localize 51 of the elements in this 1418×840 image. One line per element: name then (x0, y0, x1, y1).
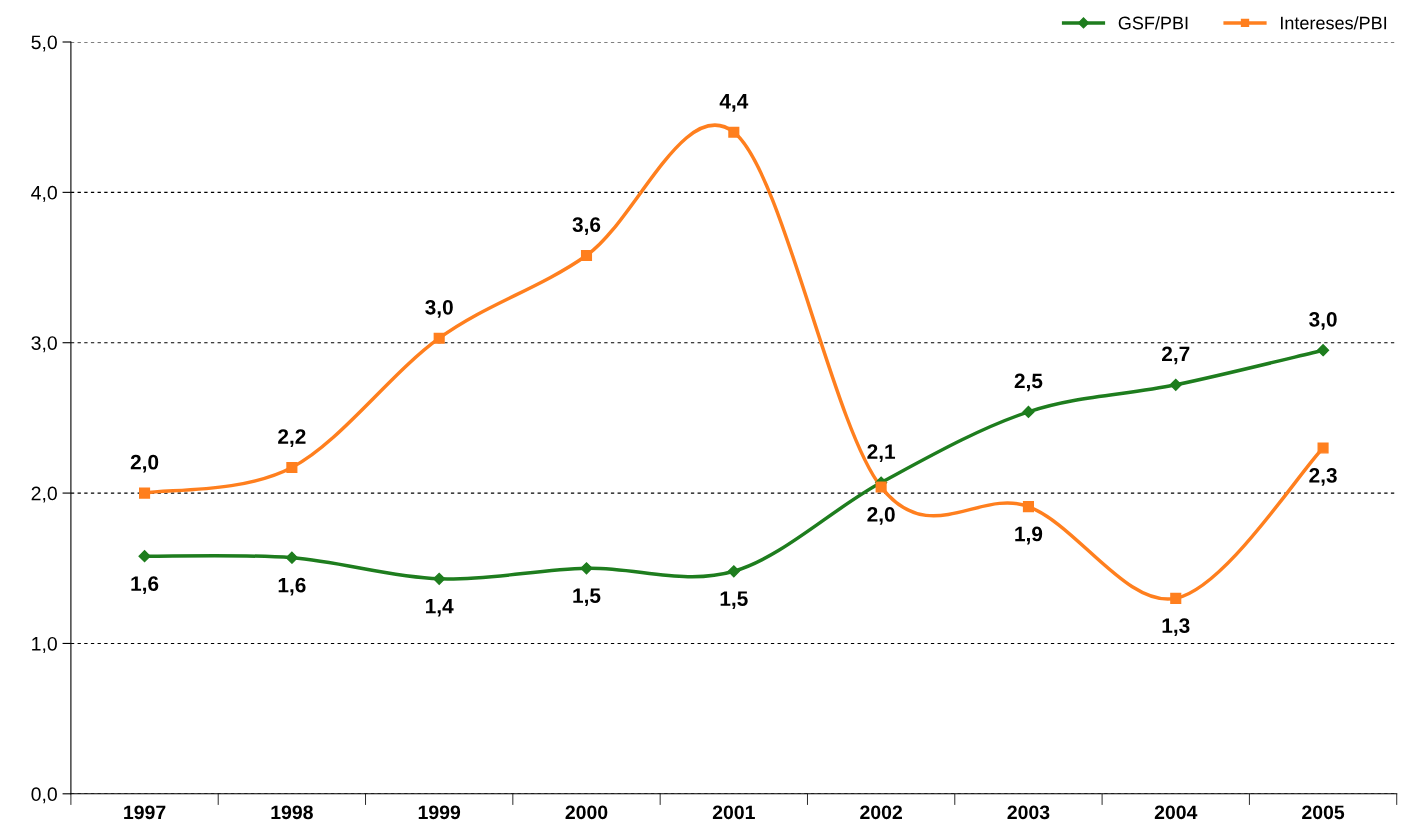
data-label: 1,9 (1015, 526, 1043, 545)
data-label: 4,4 (719, 94, 749, 112)
data-label: 1,3 (1162, 618, 1190, 637)
point (1316, 344, 1330, 357)
data-label: 3,0 (425, 299, 453, 318)
point (580, 249, 593, 262)
data-label: 1,5 (573, 588, 601, 607)
legend-label: GSF/PBI (1118, 16, 1188, 30)
x-tick-label: 2002 (860, 805, 902, 820)
point (433, 572, 446, 585)
y-tick-label: 1,0 (32, 636, 57, 653)
data-label: 2,0 (867, 507, 895, 525)
point (1317, 442, 1329, 454)
data-label: 3,6 (572, 217, 601, 235)
y-tick-label: 2,0 (31, 486, 57, 503)
x-tick-label: 2004 (1154, 805, 1198, 820)
data-label: 2,2 (278, 429, 306, 447)
point (433, 332, 445, 344)
legend-label: Intereses/PBI (1280, 16, 1387, 30)
y-tick-label: 3,0 (31, 336, 57, 353)
point (580, 562, 593, 575)
data-label: 1,4 (426, 598, 454, 617)
y-tick-label: 5,0 (31, 35, 57, 52)
data-label: 2,3 (1309, 467, 1337, 486)
data-label: 1,5 (720, 591, 748, 610)
x-tick-label: 1997 (124, 805, 166, 820)
x-tick-label: 2000 (565, 805, 608, 820)
x-tick-label: 1998 (271, 805, 313, 820)
point (1170, 592, 1182, 604)
y-tick-label: 4,0 (31, 185, 57, 202)
point (728, 126, 740, 138)
point (875, 481, 887, 493)
point (138, 550, 151, 563)
point (1169, 378, 1182, 391)
point (727, 565, 740, 578)
data-label: 2,1 (867, 444, 896, 463)
point (1022, 405, 1035, 418)
x-tick-label: 2001 (712, 805, 755, 820)
point (1022, 501, 1035, 513)
data-label: 3,0 (1309, 311, 1337, 330)
data-label: 2,5 (1014, 373, 1043, 392)
data-label: 2,7 (1162, 346, 1190, 365)
x-tick-label: 2003 (1007, 805, 1050, 820)
point (139, 487, 151, 499)
y-tick-label: 0,0 (31, 787, 57, 804)
data-label: 1,6 (278, 577, 306, 596)
x-tick-label: 2005 (1302, 805, 1345, 820)
data-label: 1,6 (131, 576, 159, 594)
x-tick-label: 1999 (418, 805, 461, 820)
point (286, 461, 298, 474)
data-label: 2,0 (130, 454, 159, 473)
